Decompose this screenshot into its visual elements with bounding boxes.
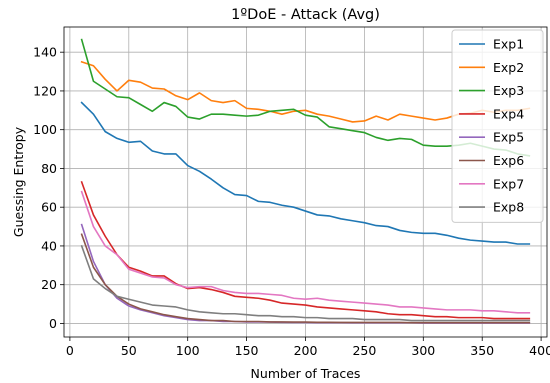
legend-label: Exp1 <box>493 37 524 52</box>
y-axis: 0 20 40 60 80 100 120 140 <box>33 45 64 331</box>
legend-item: Exp2 <box>459 60 524 75</box>
legend-item: Exp5 <box>459 130 524 145</box>
y-tick-label: 100 <box>33 122 57 137</box>
y-tick-label: 120 <box>33 83 57 98</box>
y-tick-label: 20 <box>41 277 57 292</box>
series-line-exp7 <box>80 190 531 314</box>
legend-item: Exp6 <box>459 153 524 168</box>
y-tick-label: 140 <box>33 45 57 60</box>
chart-title: 1ºDoE - Attack (Avg) <box>231 7 380 23</box>
legend-item: Exp3 <box>459 83 524 98</box>
legend-box <box>451 29 544 223</box>
legend-item: Exp8 <box>459 200 524 215</box>
x-tick-label: 350 <box>470 343 494 358</box>
legend-item: Exp1 <box>459 37 524 52</box>
x-tick-label: 400 <box>529 343 550 358</box>
legend-label: Exp6 <box>493 153 524 168</box>
y-tick-label: 0 <box>49 316 57 331</box>
y-tick-label: 80 <box>41 161 57 176</box>
legend-label: Exp5 <box>493 130 524 145</box>
x-axis: 0 50 100 150 200 250 300 350 400 <box>66 337 550 358</box>
series-line-exp4 <box>80 180 531 320</box>
legend-label: Exp3 <box>493 83 524 98</box>
y-tick-label: 40 <box>41 238 57 253</box>
legend-label: Exp8 <box>493 200 524 215</box>
legend-item: Exp7 <box>459 176 524 191</box>
y-tick-label: 60 <box>41 200 57 215</box>
series-lines <box>80 38 531 324</box>
y-axis-label: Guessing Entropy <box>11 126 26 237</box>
legend-item: Exp4 <box>459 106 524 121</box>
legend: Exp1 Exp2 Exp3 Exp4 Exp5 Exp6 Exp7 Exp8 <box>451 29 544 223</box>
legend-label: Exp7 <box>493 176 524 191</box>
x-axis-label: Number of Traces <box>251 366 361 381</box>
x-tick-label: 250 <box>352 343 376 358</box>
legend-label: Exp2 <box>493 60 524 75</box>
series-line-exp8 <box>80 244 531 322</box>
legend-label: Exp4 <box>493 106 524 121</box>
series-line-exp6 <box>80 233 531 324</box>
x-tick-label: 200 <box>294 343 318 358</box>
x-tick-label: 150 <box>235 343 259 358</box>
x-tick-label: 50 <box>121 343 137 358</box>
x-tick-label: 0 <box>66 343 74 358</box>
x-tick-label: 100 <box>176 343 200 358</box>
x-tick-label: 300 <box>411 343 435 358</box>
series-line-exp1 <box>80 101 531 245</box>
